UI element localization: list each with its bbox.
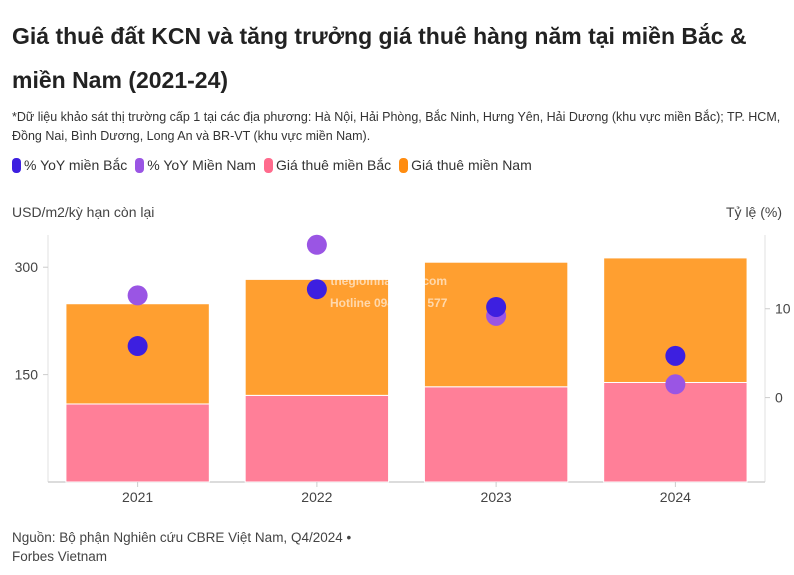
y-axis-label-right: Tỷ lệ (%) bbox=[726, 204, 782, 220]
y-right-tick-label: 0 bbox=[775, 390, 783, 406]
bar-giá-thuê-miền-bắc bbox=[65, 403, 210, 483]
point-%-yoy-miền-bắc bbox=[127, 336, 148, 357]
chart-title: Giá thuê đất KCN và tăng trưởng giá thuê… bbox=[12, 23, 747, 93]
legend-item: % YoY Miền Nam bbox=[135, 157, 256, 173]
legend-item: Giá thuê miền Bắc bbox=[263, 157, 392, 173]
chart-note: *Dữ liệu khảo sát thị trường cấp 1 tại c… bbox=[12, 110, 781, 143]
legend-label: % YoY Miền Nam bbox=[147, 157, 256, 173]
watermark-line: thegioinhasang.com bbox=[330, 274, 448, 288]
point-%-yoy-miền-nam bbox=[127, 285, 148, 306]
point-%-yoy-miền-bắc bbox=[486, 296, 507, 317]
legend-swatch bbox=[135, 157, 145, 173]
watermark: thegioinhasang.com Hotline 0942 033 577 bbox=[330, 270, 447, 314]
watermark-line: Hotline 0942 033 577 bbox=[330, 296, 448, 310]
point-%-yoy-miền-bắc bbox=[306, 279, 327, 300]
legend-swatch bbox=[399, 157, 409, 173]
x-tick-label: 2023 bbox=[481, 489, 512, 505]
legend-label: Giá thuê miền Nam bbox=[411, 157, 532, 173]
bar-giá-thuê-miền-bắc bbox=[244, 394, 390, 483]
bar-giá-thuê-miền-bắc bbox=[603, 381, 748, 483]
point-%-yoy-miền-nam bbox=[306, 234, 327, 255]
x-tick-label: 2022 bbox=[301, 489, 332, 505]
y-right-tick-label: 10 bbox=[775, 301, 791, 317]
legend-swatch bbox=[263, 157, 273, 173]
legend: % YoY miền Bắc % YoY Miền Nam Giá thuê m… bbox=[12, 157, 534, 173]
x-tick-label: 2024 bbox=[660, 489, 691, 505]
y-tick-label: 150 bbox=[15, 367, 39, 383]
legend-item: Giá thuê miền Nam bbox=[399, 157, 532, 173]
legend-swatch bbox=[12, 157, 21, 173]
x-tick-label: 2021 bbox=[122, 489, 153, 505]
legend-label: % YoY miền Bắc bbox=[24, 157, 128, 173]
source-note: Nguồn: Bộ phận Nghiên cứu CBRE Việt Nam,… bbox=[12, 530, 352, 564]
legend-item: % YoY miền Bắc bbox=[12, 157, 127, 173]
legend-label: Giá thuê miền Bắc bbox=[275, 157, 392, 173]
y-axis-label-left: USD/m2/kỳ hạn còn lại bbox=[12, 204, 155, 220]
point-%-yoy-miền-nam bbox=[665, 374, 686, 395]
point-%-yoy-miền-bắc bbox=[665, 345, 686, 366]
bar-giá-thuê-miền-bắc bbox=[423, 386, 569, 483]
y-tick-label: 300 bbox=[15, 259, 39, 275]
